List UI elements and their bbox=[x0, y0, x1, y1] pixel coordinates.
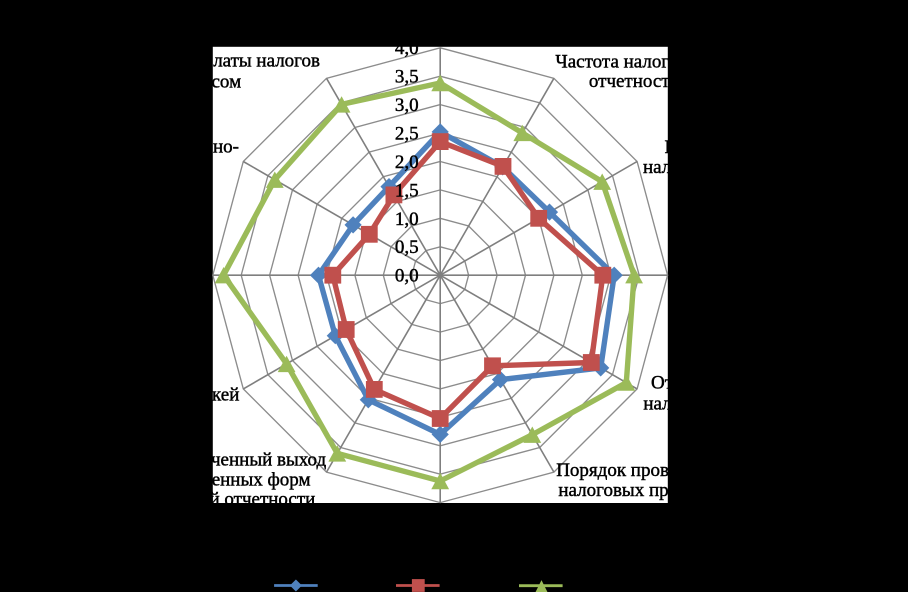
svg-text:4,0: 4,0 bbox=[395, 38, 419, 59]
svg-text:сом: сом bbox=[212, 72, 242, 93]
svg-text:2,0: 2,0 bbox=[395, 152, 419, 173]
svg-text:1,0: 1,0 bbox=[395, 209, 419, 230]
svg-text:отчетности: отчетности bbox=[589, 71, 680, 92]
svg-text:2,5: 2,5 bbox=[395, 124, 419, 145]
svg-text:0,5: 0,5 bbox=[395, 237, 419, 258]
svg-text:но-: но- bbox=[213, 137, 239, 158]
svg-text:кей: кей bbox=[212, 384, 239, 405]
svg-text:й отчетности: й отчетности bbox=[210, 489, 316, 510]
svg-text:1,5: 1,5 bbox=[395, 180, 419, 201]
svg-text:Размер: Размер bbox=[665, 137, 721, 158]
svg-text:Частота налоговой: Частота налоговой bbox=[555, 51, 706, 72]
svg-text:латы налогов: латы налогов bbox=[213, 51, 320, 72]
svg-text:налоговых: налоговых bbox=[643, 394, 729, 415]
svg-text:Открытость: Открытость bbox=[651, 373, 748, 394]
svg-text:0,0: 0,0 bbox=[395, 266, 419, 287]
svg-text:3,5: 3,5 bbox=[395, 67, 419, 88]
svg-text:налоговых: налоговых bbox=[643, 157, 729, 178]
svg-text:енных форм: енных форм bbox=[212, 470, 311, 491]
svg-text:налоговых проверок: налоговых проверок bbox=[558, 480, 724, 501]
svg-text:ченный выход: ченный выход bbox=[211, 450, 326, 471]
svg-text:Порядок проведения: Порядок проведения bbox=[556, 460, 724, 481]
svg-text:3,0: 3,0 bbox=[395, 95, 419, 116]
